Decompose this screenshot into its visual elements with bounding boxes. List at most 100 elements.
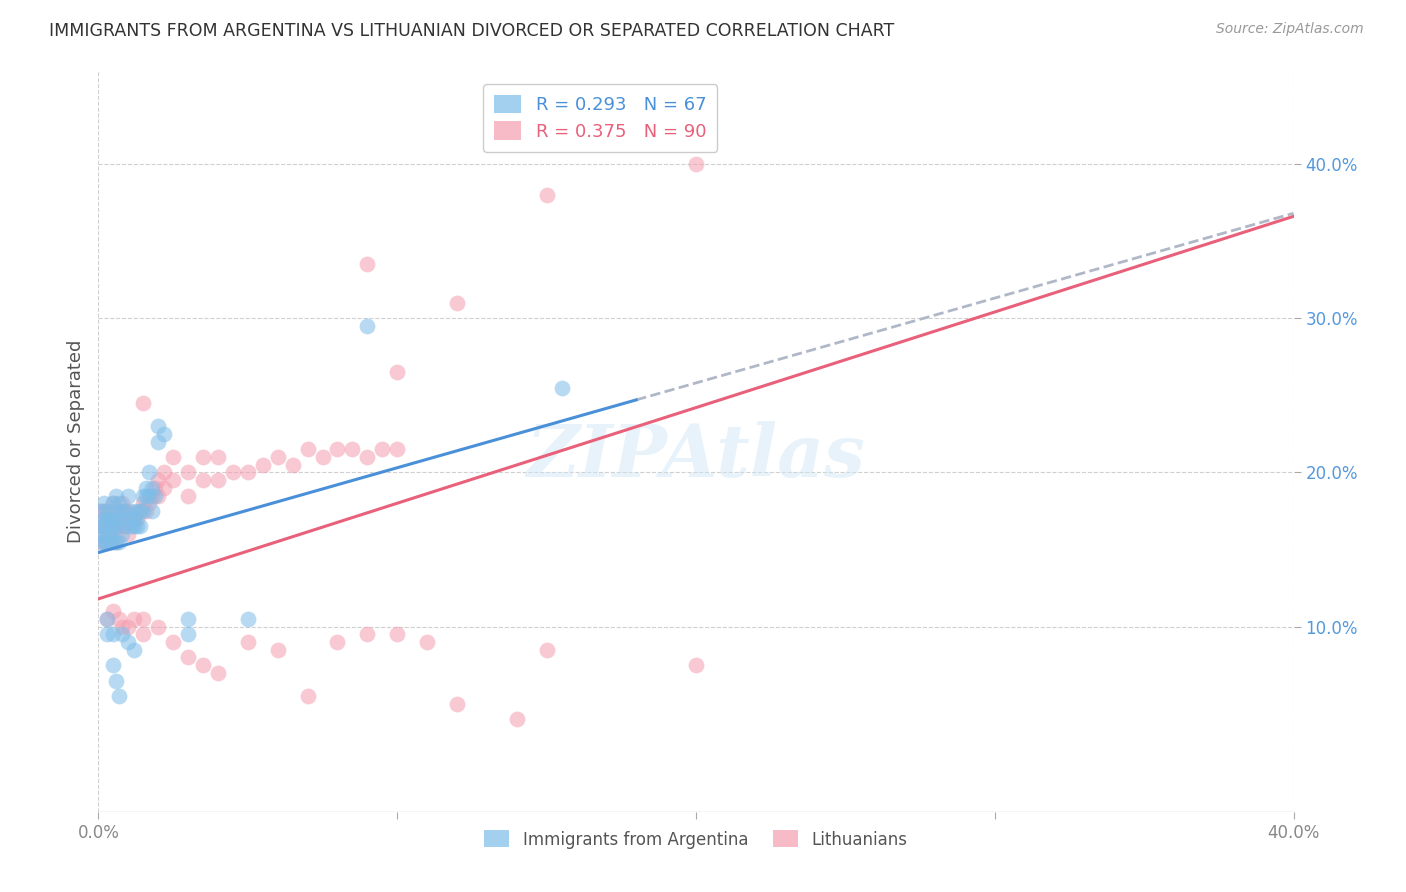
Point bbox=[177, 489, 200, 503]
Point bbox=[111, 527, 134, 541]
Point bbox=[132, 627, 155, 641]
Point bbox=[108, 534, 131, 549]
Point bbox=[108, 504, 131, 518]
Point bbox=[141, 489, 163, 503]
Point bbox=[103, 496, 125, 510]
Point bbox=[143, 489, 166, 503]
Point bbox=[103, 604, 125, 618]
Point bbox=[297, 689, 319, 703]
Point bbox=[96, 534, 118, 549]
Point bbox=[162, 450, 184, 464]
Point bbox=[90, 504, 112, 518]
Point bbox=[108, 519, 131, 533]
Point bbox=[98, 511, 122, 525]
Point bbox=[267, 450, 290, 464]
Point bbox=[124, 519, 146, 533]
Point bbox=[103, 496, 125, 510]
Point bbox=[90, 504, 112, 518]
Point bbox=[153, 481, 176, 495]
Point bbox=[108, 511, 131, 525]
Point bbox=[326, 442, 349, 457]
Point bbox=[132, 489, 155, 503]
Point bbox=[506, 712, 529, 726]
Point bbox=[96, 511, 118, 525]
Point bbox=[297, 442, 319, 457]
Point bbox=[135, 489, 157, 503]
Point bbox=[222, 466, 245, 480]
Point bbox=[93, 534, 115, 549]
Point bbox=[356, 450, 378, 464]
Y-axis label: Divorced or Separated: Divorced or Separated bbox=[66, 340, 84, 543]
Point bbox=[252, 458, 274, 472]
Point bbox=[124, 642, 146, 657]
Point bbox=[103, 527, 125, 541]
Point bbox=[96, 627, 118, 641]
Point bbox=[132, 612, 155, 626]
Point bbox=[117, 619, 139, 633]
Point bbox=[207, 450, 229, 464]
Point bbox=[124, 511, 146, 525]
Point bbox=[90, 519, 112, 533]
Point bbox=[143, 481, 166, 495]
Point bbox=[685, 157, 707, 171]
Legend: Immigrants from Argentina, Lithuanians: Immigrants from Argentina, Lithuanians bbox=[478, 823, 914, 855]
Point bbox=[98, 534, 122, 549]
Point bbox=[103, 511, 125, 525]
Point bbox=[93, 511, 115, 525]
Point bbox=[385, 365, 409, 379]
Point bbox=[236, 635, 259, 649]
Point bbox=[148, 619, 170, 633]
Point bbox=[138, 496, 160, 510]
Point bbox=[108, 612, 131, 626]
Point bbox=[141, 504, 163, 518]
Point bbox=[342, 442, 364, 457]
Point bbox=[236, 466, 259, 480]
Point bbox=[177, 612, 200, 626]
Point bbox=[120, 504, 142, 518]
Point bbox=[105, 534, 128, 549]
Point bbox=[127, 519, 149, 533]
Point bbox=[114, 504, 136, 518]
Point bbox=[111, 627, 134, 641]
Point bbox=[356, 257, 378, 271]
Point bbox=[536, 187, 558, 202]
Point bbox=[105, 673, 128, 688]
Point bbox=[93, 504, 115, 518]
Text: IMMIGRANTS FROM ARGENTINA VS LITHUANIAN DIVORCED OR SEPARATED CORRELATION CHART: IMMIGRANTS FROM ARGENTINA VS LITHUANIAN … bbox=[49, 22, 894, 40]
Point bbox=[96, 534, 118, 549]
Point bbox=[96, 612, 118, 626]
Point bbox=[356, 318, 378, 333]
Point bbox=[281, 458, 304, 472]
Point bbox=[191, 450, 214, 464]
Point bbox=[90, 527, 112, 541]
Point bbox=[93, 534, 115, 549]
Point bbox=[105, 489, 128, 503]
Point bbox=[117, 635, 139, 649]
Point bbox=[93, 519, 115, 533]
Point bbox=[138, 489, 160, 503]
Point bbox=[129, 504, 152, 518]
Point bbox=[111, 519, 134, 533]
Text: Source: ZipAtlas.com: Source: ZipAtlas.com bbox=[1216, 22, 1364, 37]
Point bbox=[108, 496, 131, 510]
Point bbox=[326, 635, 349, 649]
Point bbox=[105, 534, 128, 549]
Point bbox=[103, 534, 125, 549]
Point bbox=[111, 619, 134, 633]
Point bbox=[114, 504, 136, 518]
Point bbox=[148, 473, 170, 487]
Point bbox=[129, 504, 152, 518]
Point bbox=[162, 473, 184, 487]
Point bbox=[120, 511, 142, 525]
Point bbox=[371, 442, 394, 457]
Point bbox=[103, 658, 125, 673]
Point bbox=[117, 527, 139, 541]
Point bbox=[135, 481, 157, 495]
Point bbox=[550, 380, 572, 394]
Point bbox=[105, 504, 128, 518]
Point bbox=[356, 627, 378, 641]
Text: ZIPAtlas: ZIPAtlas bbox=[527, 421, 865, 491]
Point bbox=[114, 519, 136, 533]
Point bbox=[132, 496, 155, 510]
Point bbox=[385, 442, 409, 457]
